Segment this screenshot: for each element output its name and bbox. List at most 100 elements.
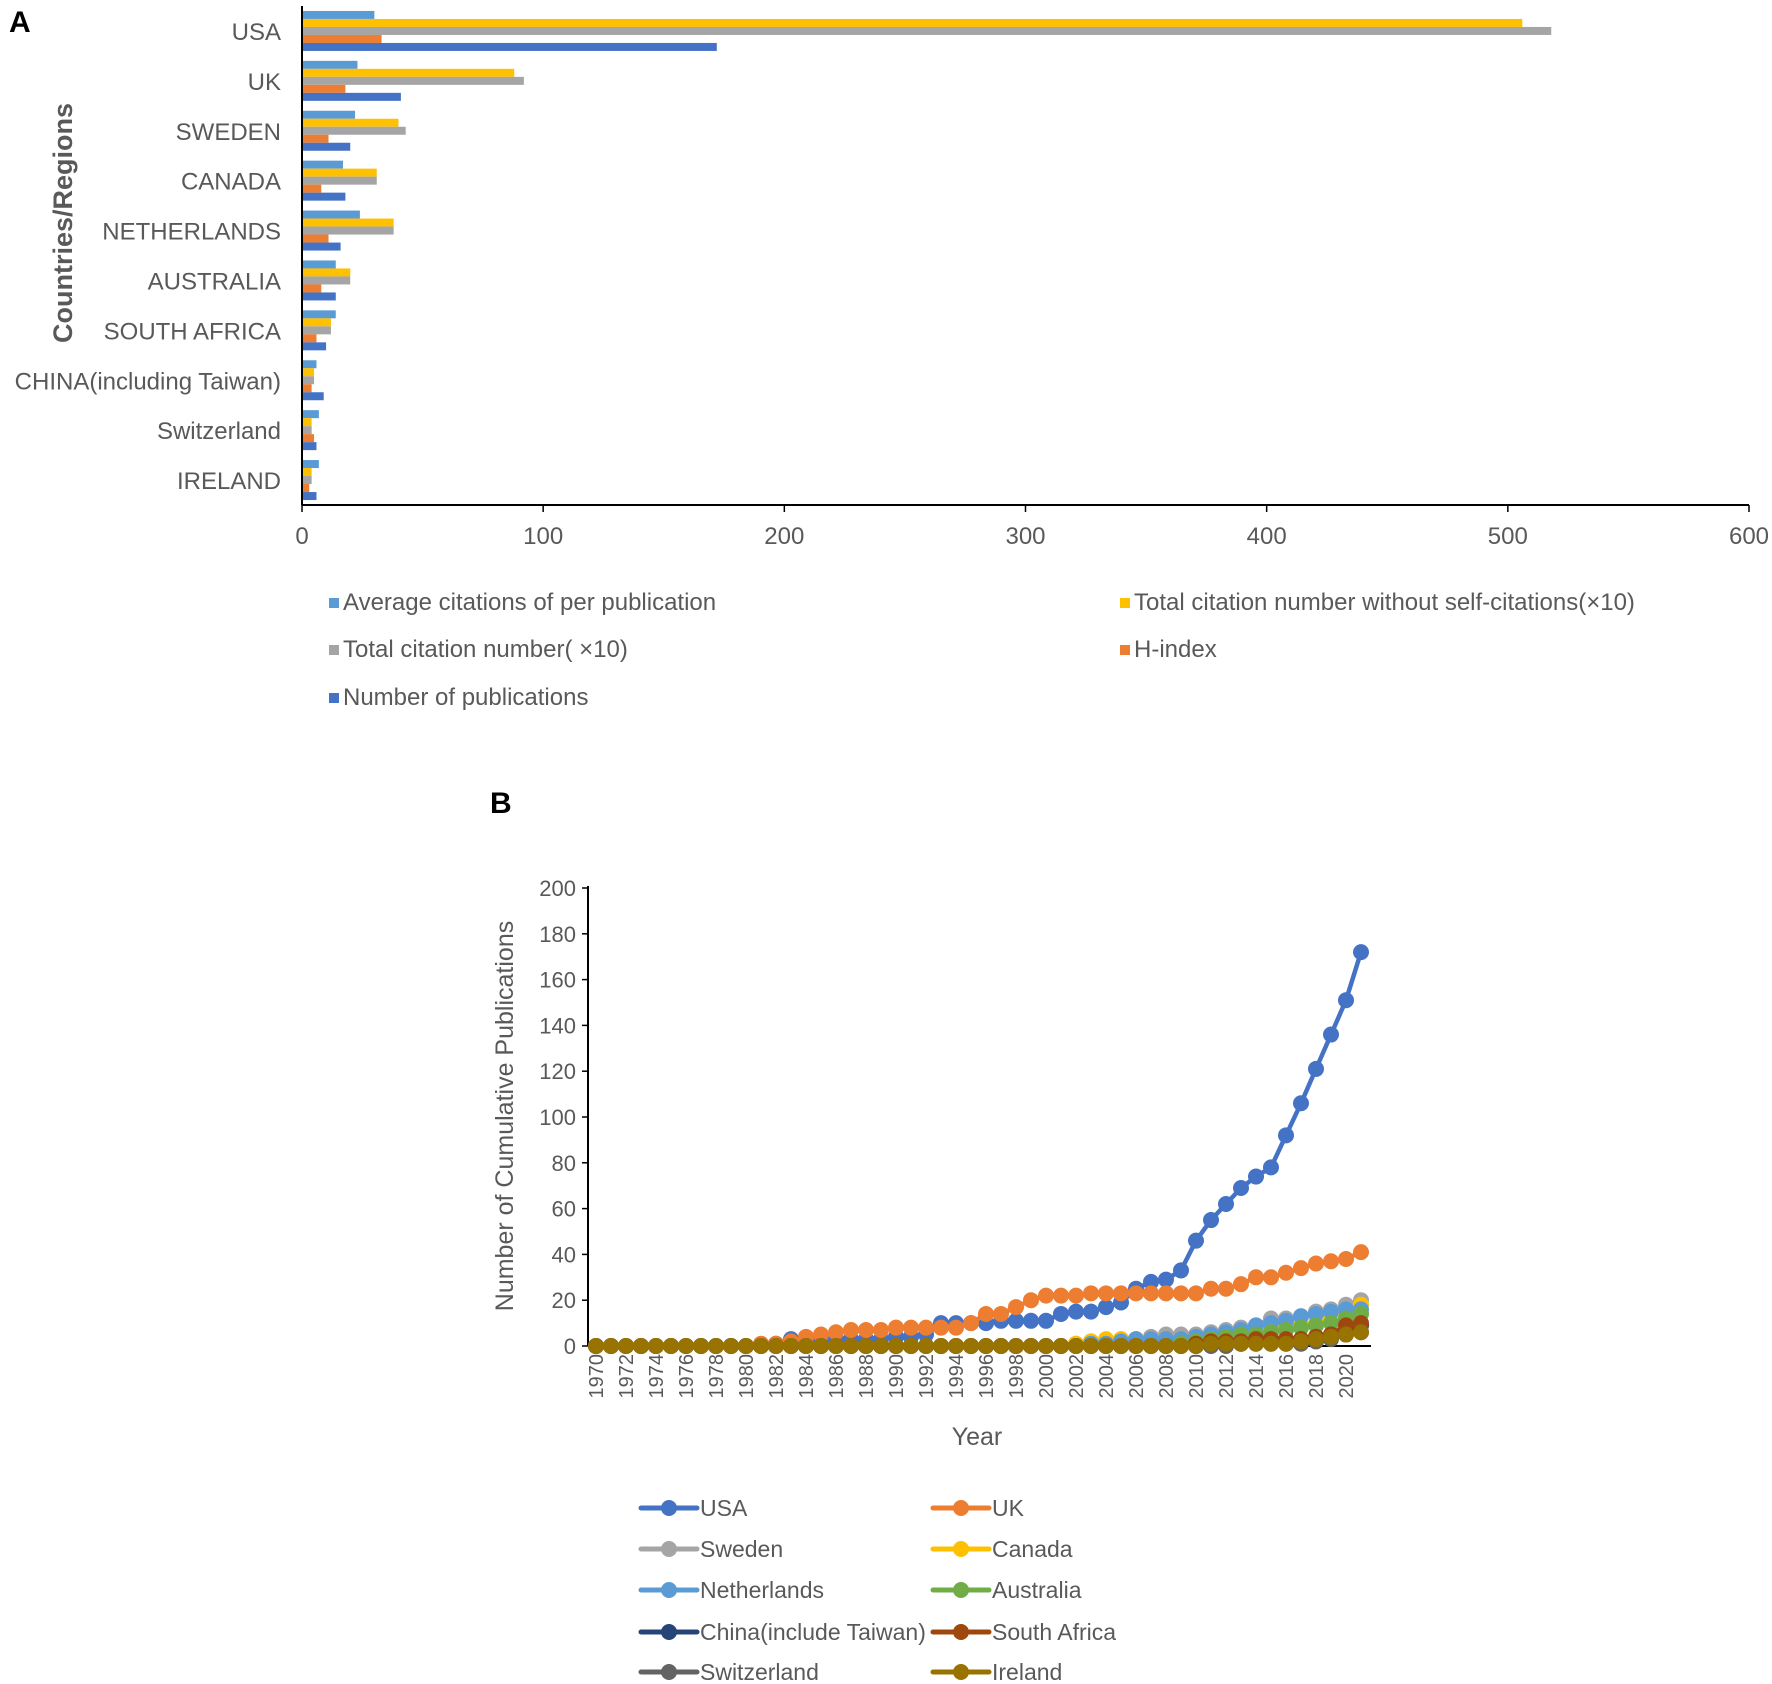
data-point [873, 1338, 889, 1354]
data-point [1293, 1333, 1309, 1350]
x-tick-label: 1994 [946, 1354, 968, 1399]
y-tick-label: 60 [552, 1197, 576, 1222]
data-point [1218, 1280, 1234, 1297]
data-point [1218, 1196, 1234, 1213]
x-tick-label: 2002 [1066, 1354, 1088, 1399]
x-tick-label: 1980 [736, 1354, 758, 1399]
x-tick-label: 0 [295, 523, 308, 550]
x-tick-label: 1992 [916, 1354, 938, 1399]
data-point [1233, 1335, 1249, 1352]
bar [302, 392, 324, 401]
data-point [858, 1338, 874, 1354]
data-point [648, 1338, 664, 1354]
data-point [1323, 1026, 1339, 1043]
bar [302, 276, 351, 285]
bar [302, 92, 401, 101]
data-point [1053, 1338, 1069, 1354]
data-point [723, 1338, 739, 1354]
x-tick-label: 2014 [1246, 1354, 1268, 1399]
data-point [798, 1338, 814, 1354]
bar [302, 42, 717, 51]
bar [302, 110, 356, 119]
category-label: IRELAND [177, 468, 281, 495]
data-point [1293, 1260, 1309, 1277]
x-tick-label: 1996 [976, 1354, 998, 1399]
category-label: SWEDEN [176, 119, 281, 146]
x-tick-label: 300 [1005, 523, 1045, 550]
data-point [888, 1319, 904, 1336]
data-point [1128, 1285, 1144, 1302]
data-point [873, 1321, 889, 1338]
y-tick-label: 0 [564, 1334, 576, 1359]
data-point [1113, 1285, 1129, 1302]
data-point [633, 1338, 649, 1354]
data-point [963, 1315, 979, 1332]
bar [302, 360, 317, 369]
bar [302, 442, 317, 451]
x-tick-label: 1984 [796, 1354, 818, 1399]
data-point [1038, 1287, 1054, 1304]
legend-label: Number of publications [343, 684, 588, 711]
bar [302, 434, 315, 443]
data-point [1248, 1335, 1264, 1352]
bar [302, 484, 310, 493]
data-point [1068, 1338, 1084, 1354]
x-tick-label: 500 [1488, 523, 1528, 550]
data-point [1053, 1287, 1069, 1304]
data-point [978, 1338, 994, 1354]
data-point [1083, 1338, 1099, 1354]
data-point [1203, 1280, 1219, 1297]
bar [302, 460, 319, 469]
data-point [1143, 1273, 1159, 1290]
legend-label: UK [992, 1495, 1025, 1521]
data-point [978, 1305, 994, 1322]
data-point [948, 1338, 964, 1354]
data-point [753, 1338, 769, 1354]
x-tick-label: 1970 [586, 1354, 608, 1399]
data-point [933, 1338, 949, 1354]
chart-a-y-axis-title: Countries/Regions [48, 103, 78, 343]
bar [302, 218, 394, 227]
data-point [708, 1338, 724, 1354]
bar [302, 134, 329, 143]
x-tick-label: 1976 [676, 1354, 698, 1399]
data-point [1083, 1285, 1099, 1302]
legend-label: H-index [1134, 636, 1217, 663]
data-point [693, 1338, 709, 1354]
x-tick-label: 1972 [616, 1354, 638, 1399]
data-point [1308, 1331, 1324, 1348]
data-point [1248, 1269, 1264, 1286]
legend-swatch [1120, 598, 1130, 608]
bar [302, 292, 336, 301]
data-point [1173, 1285, 1189, 1302]
legend-label: Total citation number( ×10) [343, 636, 628, 663]
bar [302, 184, 322, 193]
bar [302, 210, 360, 219]
bar [302, 10, 375, 19]
data-point [1023, 1312, 1039, 1329]
bar [302, 160, 343, 169]
data-point [1188, 1285, 1204, 1302]
chart-b-x-axis-title: Year [952, 1423, 1003, 1451]
legend-label: Total citation number without self-citat… [1134, 589, 1635, 616]
data-point [1083, 1303, 1099, 1320]
legend-label: Australia [992, 1577, 1082, 1603]
legend-label: Sweden [700, 1536, 783, 1562]
y-tick-label: 20 [552, 1288, 576, 1313]
x-tick-label: 2010 [1186, 1354, 1208, 1399]
data-point [1053, 1305, 1069, 1322]
legend-marker [661, 1582, 677, 1598]
data-point [1293, 1095, 1309, 1112]
data-point [843, 1321, 859, 1338]
data-point [858, 1321, 874, 1338]
bar [302, 226, 394, 235]
data-point [828, 1338, 844, 1354]
bar [302, 418, 312, 427]
data-point [1023, 1292, 1039, 1309]
bar [302, 410, 319, 419]
x-tick-label: 1978 [706, 1354, 728, 1399]
data-point [813, 1338, 829, 1354]
legend-label: USA [700, 1495, 748, 1521]
category-label: SOUTH AFRICA [104, 318, 281, 345]
